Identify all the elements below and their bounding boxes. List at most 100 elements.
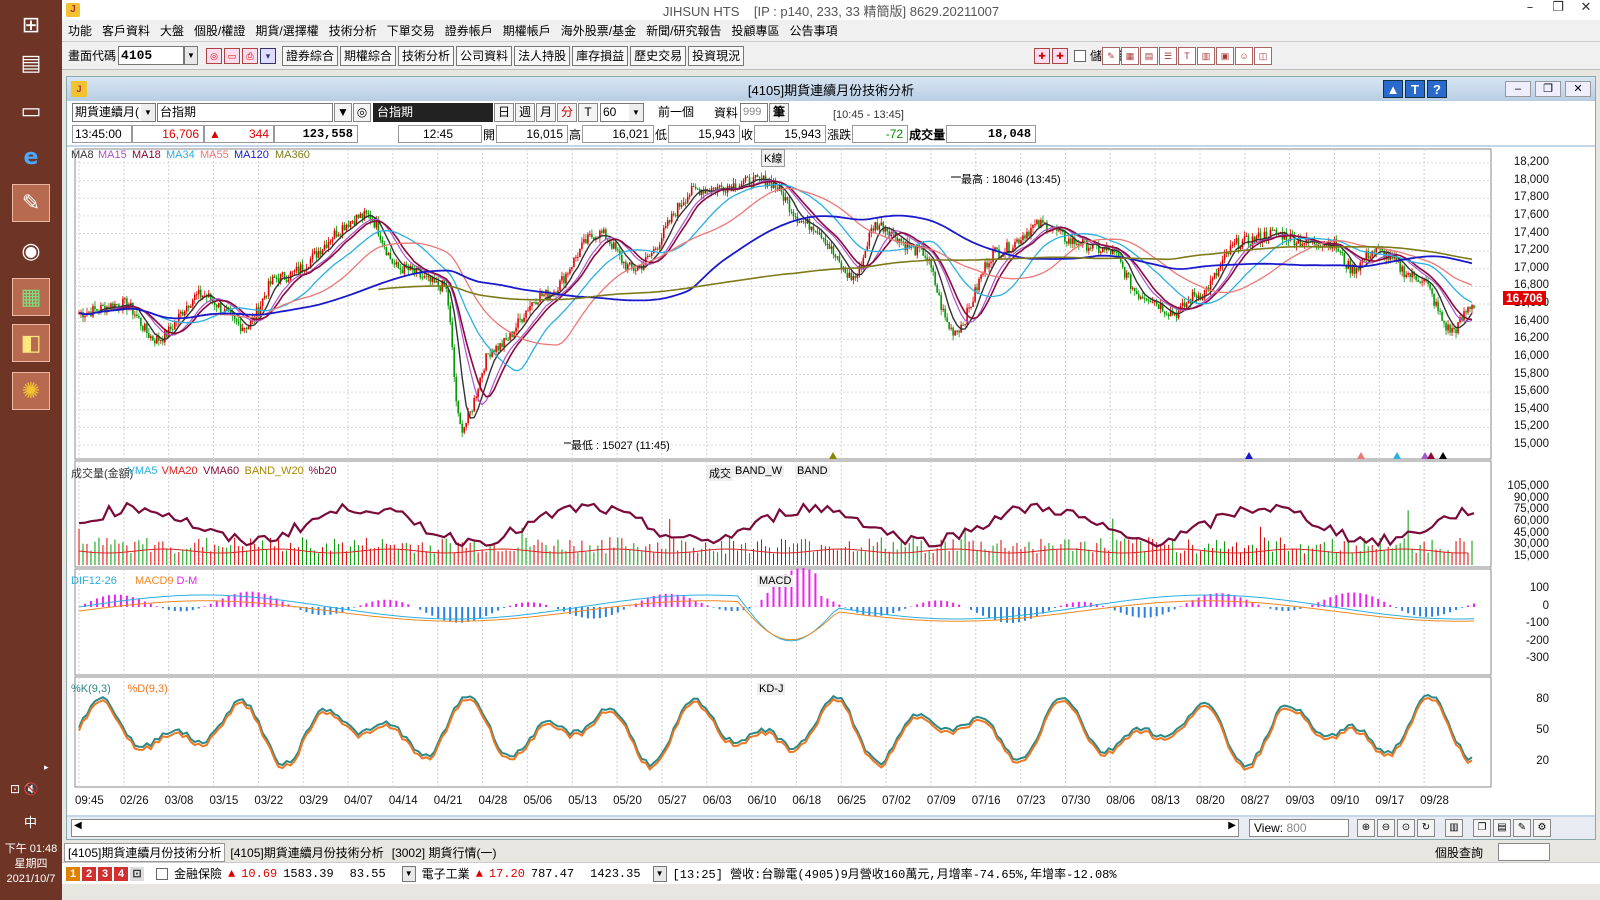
dropdown-icon[interactable]: ▾ xyxy=(260,47,277,64)
menu-customer[interactable]: 客戶資料 xyxy=(102,24,151,38)
btn-institution[interactable]: 法人持股 xyxy=(514,45,571,66)
chart-scrollbar[interactable]: ◀ ▶ xyxy=(71,819,1239,837)
tool-calc-icon[interactable]: ▣ xyxy=(1216,47,1234,65)
menu-news[interactable]: 新聞/研究報告 xyxy=(646,24,722,38)
code-input[interactable]: 4105 xyxy=(118,46,185,65)
view-field[interactable]: View: 800 xyxy=(1249,819,1349,837)
draw-icon[interactable]: ✎ xyxy=(1513,819,1531,837)
menu-sec-account[interactable]: 證券帳戶 xyxy=(444,24,493,38)
data-count-input[interactable]: 999 xyxy=(740,102,769,122)
menu-order[interactable]: 下單交易 xyxy=(386,24,435,38)
red-cross-icon-1[interactable]: ✚ xyxy=(1034,47,1050,64)
help-icon[interactable]: ? xyxy=(1427,80,1447,98)
tool-grid-icon[interactable]: ▦ xyxy=(1121,47,1139,65)
menu-market[interactable]: 大盤 xyxy=(160,24,185,38)
restore-icon[interactable]: ❐ xyxy=(1552,0,1564,15)
menu-stocks[interactable]: 個股/權證 xyxy=(194,24,246,38)
index-dropdown-icon[interactable]: ▼ xyxy=(334,102,352,122)
product-dropdown-icon[interactable]: ▼ xyxy=(141,103,155,121)
prev-button[interactable]: 前一個 xyxy=(648,102,704,122)
index-field[interactable]: 台指期 xyxy=(157,102,333,122)
menu-advisor[interactable]: 投顧專區 xyxy=(731,24,780,38)
period-day[interactable]: 日 xyxy=(494,102,514,122)
menu-overseas[interactable]: 海外股票/基金 xyxy=(560,24,637,38)
t-button-icon[interactable]: T xyxy=(1405,80,1425,98)
interval-dropdown-icon[interactable]: ▼ xyxy=(629,103,643,121)
internet-explorer-icon[interactable]: e xyxy=(23,144,39,170)
settings-icon[interactable]: ⚙ xyxy=(1533,819,1551,837)
scroll-left-icon[interactable]: ◀ xyxy=(74,820,82,831)
item1-dropdown-icon[interactable]: ▼ xyxy=(401,865,416,882)
btn-options[interactable]: 期權綜合 xyxy=(340,45,397,66)
news-ticker[interactable]: [13:25] 營收:台聯電(4905)9月營收160萬元,月增率-74.65%… xyxy=(672,868,1117,882)
period-week[interactable]: 週 xyxy=(515,102,535,122)
btn-inventory[interactable]: 庫存損益 xyxy=(572,45,629,66)
status-num-1[interactable]: 1 xyxy=(66,866,80,881)
chart-canvas[interactable] xyxy=(67,147,1595,815)
btn-investment[interactable]: 投資現況 xyxy=(688,45,745,66)
spreadsheet-icon[interactable]: ▦ xyxy=(12,278,50,316)
refresh-icon[interactable]: ↻ xyxy=(1417,819,1435,837)
tool-pen-icon[interactable]: ✎ xyxy=(1102,47,1120,65)
tool-table-icon[interactable]: ▥ xyxy=(1197,47,1215,65)
status-num-4[interactable]: 4 xyxy=(114,866,128,881)
tool-chart-icon[interactable]: ◫ xyxy=(1254,47,1272,65)
close-icon[interactable]: ✕ xyxy=(1580,0,1592,15)
ime-indicator[interactable]: 中 xyxy=(24,816,38,831)
code-dropdown-icon[interactable]: ▼ xyxy=(184,46,199,65)
stock-query-input[interactable] xyxy=(1498,843,1550,861)
sub-close-icon[interactable]: ✕ xyxy=(1565,81,1591,97)
status-num-2[interactable]: 2 xyxy=(82,866,96,881)
tool-people-icon[interactable]: ☺ xyxy=(1235,47,1253,65)
index-search-icon[interactable]: ◎ xyxy=(353,102,371,122)
sub-restore-icon[interactable]: ❐ xyxy=(1535,81,1561,97)
tray-expand-icon[interactable]: ▸ xyxy=(44,762,49,772)
copy-icon[interactable]: ❐ xyxy=(1473,819,1491,837)
period-tick[interactable]: T xyxy=(578,102,598,122)
scroll-right-icon[interactable]: ▶ xyxy=(1228,820,1236,831)
period-minute[interactable]: 分 xyxy=(557,102,577,122)
desktop-icon[interactable]: ▤ xyxy=(20,50,42,76)
windows-start-icon[interactable]: ⊞ xyxy=(21,12,41,38)
tool-list-icon[interactable]: ☰ xyxy=(1159,47,1177,65)
red-cross-icon-2[interactable]: ✚ xyxy=(1052,47,1068,64)
network-mute-icons[interactable]: ⊡ 🔇 xyxy=(10,782,39,796)
lock-icon[interactable]: ⊡ xyxy=(130,866,144,881)
menu-announce[interactable]: 公告事項 xyxy=(789,24,838,38)
btn-history[interactable]: 歷史交易 xyxy=(630,45,687,66)
status-checkbox[interactable] xyxy=(156,867,168,880)
minimize-icon[interactable]: – xyxy=(1526,0,1534,15)
tab-3002[interactable]: [3002] 期貨行情(一) xyxy=(391,845,497,860)
sub-minimize-icon[interactable]: – xyxy=(1505,81,1531,97)
zoom-out-icon[interactable]: ⊖ xyxy=(1377,819,1395,837)
indicator-icon[interactable]: ▥ xyxy=(1445,819,1463,837)
zoom-reset-icon[interactable]: ⊙ xyxy=(1397,819,1415,837)
btn-securities[interactable]: 證券綜合 xyxy=(282,45,339,66)
item2-dropdown-icon[interactable]: ▼ xyxy=(652,865,667,882)
save-password-checkbox[interactable] xyxy=(1074,49,1086,62)
tool-doc-icon[interactable]: ▤ xyxy=(1140,47,1158,65)
clock[interactable]: 下午 01:48 星期四 2021/10/7 xyxy=(0,842,62,887)
menu-tech[interactable]: 技術分析 xyxy=(328,24,377,38)
paint-icon[interactable]: ✎ xyxy=(12,184,50,222)
print-icon[interactable]: ⎙ xyxy=(242,47,259,64)
tool-text-icon[interactable]: T xyxy=(1178,47,1196,65)
window-layout-icon[interactable]: ▤ xyxy=(1493,819,1511,837)
jihsun-app-icon[interactable]: ✺ xyxy=(12,372,50,410)
chart-area[interactable]: 09:45 02/26 03/08 03/15 03/22 03/29 04/07 04/14… xyxy=(67,147,1595,815)
search-icon[interactable]: ◎ xyxy=(206,47,223,64)
chrome-icon[interactable]: ◉ xyxy=(21,238,41,264)
btn-technical[interactable]: 技術分析 xyxy=(398,45,455,66)
zoom-in-icon[interactable]: ⊕ xyxy=(1357,819,1375,837)
menu-function[interactable]: 功能 xyxy=(68,24,93,38)
menu-futures[interactable]: 期貨/選擇權 xyxy=(255,24,319,38)
menu-fut-account[interactable]: 期權帳戶 xyxy=(502,24,551,38)
tab-4105-b[interactable]: [4105]期貨連續月份技術分析 xyxy=(230,845,384,860)
window-icon[interactable]: ▭ xyxy=(224,47,241,64)
interval-select[interactable]: 60 ▼ xyxy=(600,102,644,122)
up-arrow-icon[interactable]: ▲ xyxy=(1383,80,1403,98)
btn-company[interactable]: 公司資料 xyxy=(456,45,513,66)
bar-unit-button[interactable]: 筆 xyxy=(769,102,790,122)
period-month[interactable]: 月 xyxy=(536,102,556,122)
status-num-3[interactable]: 3 xyxy=(98,866,112,881)
